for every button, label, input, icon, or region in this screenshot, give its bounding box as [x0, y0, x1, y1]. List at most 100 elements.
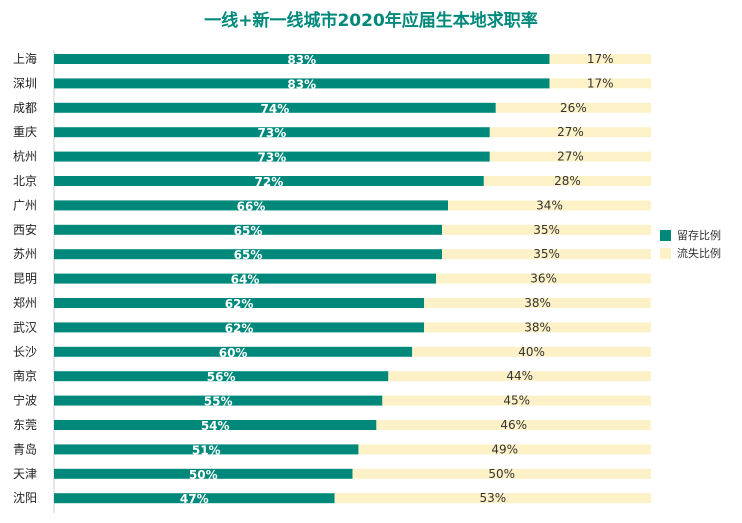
- bar-retention: [54, 371, 389, 382]
- data-label-retention: 65%: [234, 224, 263, 238]
- bar-retention: [54, 176, 484, 186]
- data-label-loss: 44%: [506, 369, 533, 383]
- bar-retention: [54, 151, 490, 162]
- bar-retention: [54, 468, 353, 479]
- bar-loss: [376, 420, 651, 430]
- bar-loss: [448, 200, 651, 211]
- bar-retention: [54, 273, 437, 284]
- data-label-retention: 65%: [234, 248, 263, 262]
- bar-loss: [436, 273, 651, 284]
- data-label-loss: 45%: [503, 394, 530, 408]
- legend-swatch-loss: [660, 247, 671, 259]
- data-label-retention: 66%: [237, 199, 266, 213]
- data-label-loss: 35%: [533, 223, 560, 237]
- bars-group: 上海 83% 17% 深圳 83% 17% 成都 74% 26% 重庆 73% 27% 杭州 73% 27%…: [13, 51, 651, 506]
- category-label: 青岛: [13, 441, 37, 456]
- category-label: 宁波: [13, 393, 37, 408]
- bar-retention: [54, 127, 490, 138]
- data-label-retention: 83%: [287, 77, 316, 91]
- category-label: 苏州: [13, 247, 37, 261]
- data-label-retention: 72%: [255, 175, 284, 189]
- bar-loss: [424, 298, 651, 308]
- data-label-retention: 73%: [258, 126, 287, 140]
- bar-loss: [412, 346, 651, 357]
- data-label-retention: 56%: [207, 370, 236, 384]
- data-label-loss: 38%: [524, 296, 551, 310]
- bar-loss: [489, 127, 651, 138]
- category-label: 广州: [13, 198, 37, 212]
- bar-loss: [442, 224, 651, 235]
- data-label-retention: 50%: [189, 468, 218, 482]
- bar-loss: [424, 322, 651, 333]
- legend-item-retention: 留存比例: [660, 226, 721, 244]
- data-label-loss: 27%: [557, 150, 584, 164]
- data-label-loss: 49%: [491, 442, 518, 456]
- data-label-retention: 60%: [219, 346, 248, 360]
- bar-loss: [358, 444, 651, 455]
- data-label-retention: 54%: [201, 419, 230, 433]
- bar-loss: [388, 371, 651, 382]
- chart-title: 一线+新一线城市2020年应届生本地求职率: [204, 11, 538, 31]
- bar-loss: [334, 493, 651, 504]
- legend: 留存比例 流失比例: [660, 226, 721, 262]
- category-label: 北京: [13, 174, 37, 188]
- category-label: 东莞: [13, 418, 37, 432]
- bar-loss: [483, 176, 651, 186]
- data-label-loss: 17%: [587, 76, 614, 90]
- bar-retention: [54, 200, 449, 211]
- data-label-retention: 55%: [204, 395, 233, 409]
- data-label-loss: 26%: [560, 101, 587, 115]
- bar-loss: [489, 151, 651, 162]
- legend-item-loss: 流失比例: [660, 244, 721, 262]
- bar-retention: [54, 493, 335, 504]
- bar-retention: [54, 322, 425, 333]
- data-label-loss: 35%: [533, 247, 560, 261]
- bar-loss: [549, 78, 651, 89]
- category-label: 昆明: [13, 272, 37, 286]
- bar-retention: [54, 298, 425, 308]
- legend-swatch-retention: [660, 229, 671, 241]
- bar-loss: [495, 102, 651, 113]
- bar-loss: [442, 249, 651, 260]
- category-label: 西安: [13, 222, 37, 237]
- legend-label-retention: 留存比例: [677, 229, 721, 242]
- bar-retention: [54, 420, 377, 430]
- data-label-retention: 62%: [225, 297, 254, 311]
- bar-retention: [54, 224, 443, 235]
- bar-retention: [54, 78, 550, 89]
- category-label: 上海: [13, 51, 37, 66]
- data-label-loss: 50%: [488, 467, 515, 481]
- category-label: 深圳: [13, 76, 37, 90]
- category-label: 南京: [13, 368, 37, 383]
- data-label-loss: 38%: [524, 320, 551, 334]
- data-label-loss: 53%: [479, 491, 506, 505]
- bar-loss: [352, 468, 651, 479]
- bar-retention: [54, 444, 359, 455]
- bar-retention: [54, 102, 496, 113]
- bar-retention: [54, 249, 443, 260]
- bar-retention: [54, 395, 383, 406]
- data-label-retention: 47%: [180, 492, 209, 506]
- bar-retention: [54, 346, 413, 357]
- data-label-loss: 46%: [500, 418, 527, 432]
- data-label-retention: 64%: [231, 273, 260, 287]
- legend-label-loss: 流失比例: [677, 247, 721, 260]
- bar-loss: [549, 54, 651, 64]
- category-label: 沈阳: [13, 490, 37, 505]
- data-label-loss: 28%: [554, 174, 581, 188]
- data-label-loss: 27%: [557, 125, 584, 139]
- data-label-loss: 36%: [530, 272, 557, 286]
- data-label-retention: 73%: [258, 151, 287, 165]
- data-label-loss: 40%: [518, 345, 545, 359]
- data-label-retention: 51%: [192, 443, 221, 457]
- bar-retention: [54, 54, 550, 64]
- data-label-retention: 83%: [287, 53, 316, 67]
- category-label: 郑州: [13, 295, 37, 310]
- data-label-loss: 17%: [587, 52, 614, 66]
- data-label-loss: 34%: [536, 198, 563, 212]
- bar-loss: [382, 395, 651, 406]
- category-label: 武汉: [13, 320, 37, 334]
- data-label-retention: 62%: [225, 321, 254, 335]
- category-label: 长沙: [13, 345, 37, 359]
